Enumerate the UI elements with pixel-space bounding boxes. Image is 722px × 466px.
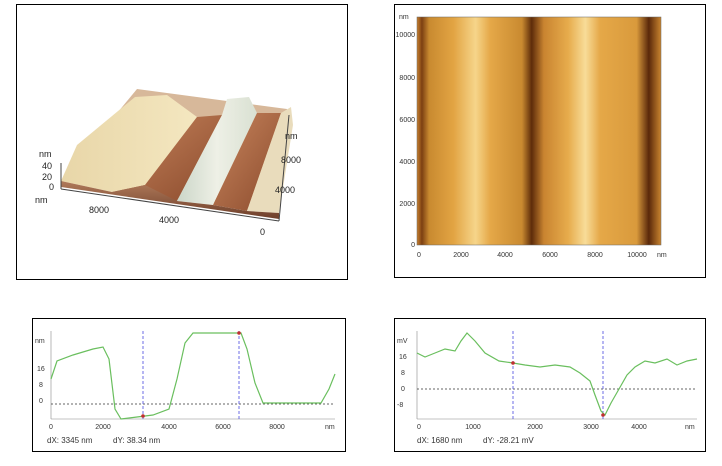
map-x-tick-2000: 2000 (453, 252, 469, 259)
profile2-y-tick-neg8: -8 (397, 402, 403, 409)
profile1-x-tick-8000: 8000 (269, 424, 285, 431)
map-x-tick-10000: 10000 (627, 252, 647, 259)
map-y-tick-4000: 4000 (399, 159, 415, 166)
profile1-marker-a (141, 414, 145, 418)
profile1-x-tick-0: 0 (49, 424, 53, 431)
profile2-y-tick-0: 0 (401, 386, 405, 393)
profile2-x-tick-2000: 2000 (527, 424, 543, 431)
profile2-marker-b (601, 413, 605, 417)
y-tick-4000: 4000 (275, 185, 295, 195)
surface-trough-left (112, 115, 222, 201)
surface-ridge-left (61, 95, 197, 192)
profile2-dx: dX: 1680 nm (417, 436, 463, 445)
surface-trough-right (213, 113, 281, 211)
surface-3d-render: nm 40 20 0 nm 8000 4000 nm 8000 4000 0 (35, 89, 301, 237)
profile1-y-tick-0: 0 (39, 398, 43, 405)
surface-front-face (61, 181, 279, 219)
z-tick-20: 20 (42, 172, 52, 182)
topography-image (416, 16, 662, 246)
map-x-tick-0: 0 (417, 252, 421, 259)
height-profile-chart: nm 16 8 0 0 2000 4000 6000 8000 nm dX: 3… (35, 331, 336, 445)
profile1-x-unit: nm (325, 424, 335, 431)
profile2-dy: dY: -28.21 mV (483, 436, 534, 445)
y-axis-line (278, 114, 290, 222)
z-tick-40: 40 (42, 161, 52, 171)
map-y-tick-0: 0 (411, 242, 415, 249)
x-axis-unit: nm (35, 195, 48, 205)
z-axis-unit: nm (39, 149, 52, 159)
map-x-unit: nm (657, 252, 667, 259)
map-x-tick-4000: 4000 (497, 252, 513, 259)
x-tick-4000: 4000 (159, 215, 179, 225)
profile1-x-tick-4000: 4000 (161, 424, 177, 431)
x-tick-8000: 8000 (89, 205, 109, 215)
map-y-tick-6000: 6000 (399, 117, 415, 124)
surface-ridge-right (247, 107, 293, 213)
map-y-tick-2000: 2000 (399, 201, 415, 208)
z-tick-0: 0 (49, 182, 54, 192)
profile2-x-tick-4000: 4000 (631, 424, 647, 431)
profile2-y-unit: mV (397, 338, 408, 345)
map-x-tick-6000: 6000 (542, 252, 558, 259)
profile2-x-tick-1000: 1000 (465, 424, 481, 431)
topography-map: nm 10000 8000 6000 4000 2000 0 0 2000 40… (396, 14, 667, 259)
map-y-tick-8000: 8000 (399, 75, 415, 82)
y-axis-unit: nm (285, 131, 298, 141)
potential-profile-panel: mV 16 8 0 -8 0 1000 2000 3000 4000 nm dX… (394, 318, 706, 452)
profile2-x-tick-0: 0 (417, 424, 421, 431)
surface-ridge-center (177, 97, 257, 205)
surface-3d-panel: nm 40 20 0 nm 8000 4000 nm 8000 4000 0 (16, 4, 348, 280)
map-y-unit: nm (399, 14, 409, 21)
profile1-dy: dY: 38.34 nm (113, 436, 160, 445)
profile2-y-tick-8: 8 (401, 370, 405, 377)
profile2-marker-a (511, 361, 515, 365)
profile2-x-tick-3000: 3000 (583, 424, 599, 431)
profile1-y-unit: nm (35, 338, 45, 345)
y-tick-8000: 8000 (281, 155, 301, 165)
profile1-marker-b (237, 331, 241, 335)
potential-profile-chart: mV 16 8 0 -8 0 1000 2000 3000 4000 nm dX… (397, 331, 698, 445)
profile1-y-tick-16: 16 (37, 366, 45, 373)
profile1-line (50, 332, 336, 420)
map-y-tick-10000: 10000 (396, 32, 416, 39)
y-tick-0: 0 (260, 227, 265, 237)
profile1-x-tick-6000: 6000 (215, 424, 231, 431)
map-x-tick-8000: 8000 (587, 252, 603, 259)
profile1-dx: dX: 3345 nm (47, 436, 93, 445)
profile1-x-tick-2000: 2000 (95, 424, 111, 431)
profile2-y-tick-16: 16 (399, 354, 407, 361)
topography-map-panel: nm 10000 8000 6000 4000 2000 0 0 2000 40… (394, 4, 706, 278)
height-profile-panel: nm 16 8 0 0 2000 4000 6000 8000 nm dX: 3… (32, 318, 346, 452)
profile2-line (416, 332, 698, 417)
profile1-y-tick-8: 8 (39, 382, 43, 389)
profile2-x-unit: nm (685, 424, 695, 431)
x-axis-line (60, 188, 280, 222)
